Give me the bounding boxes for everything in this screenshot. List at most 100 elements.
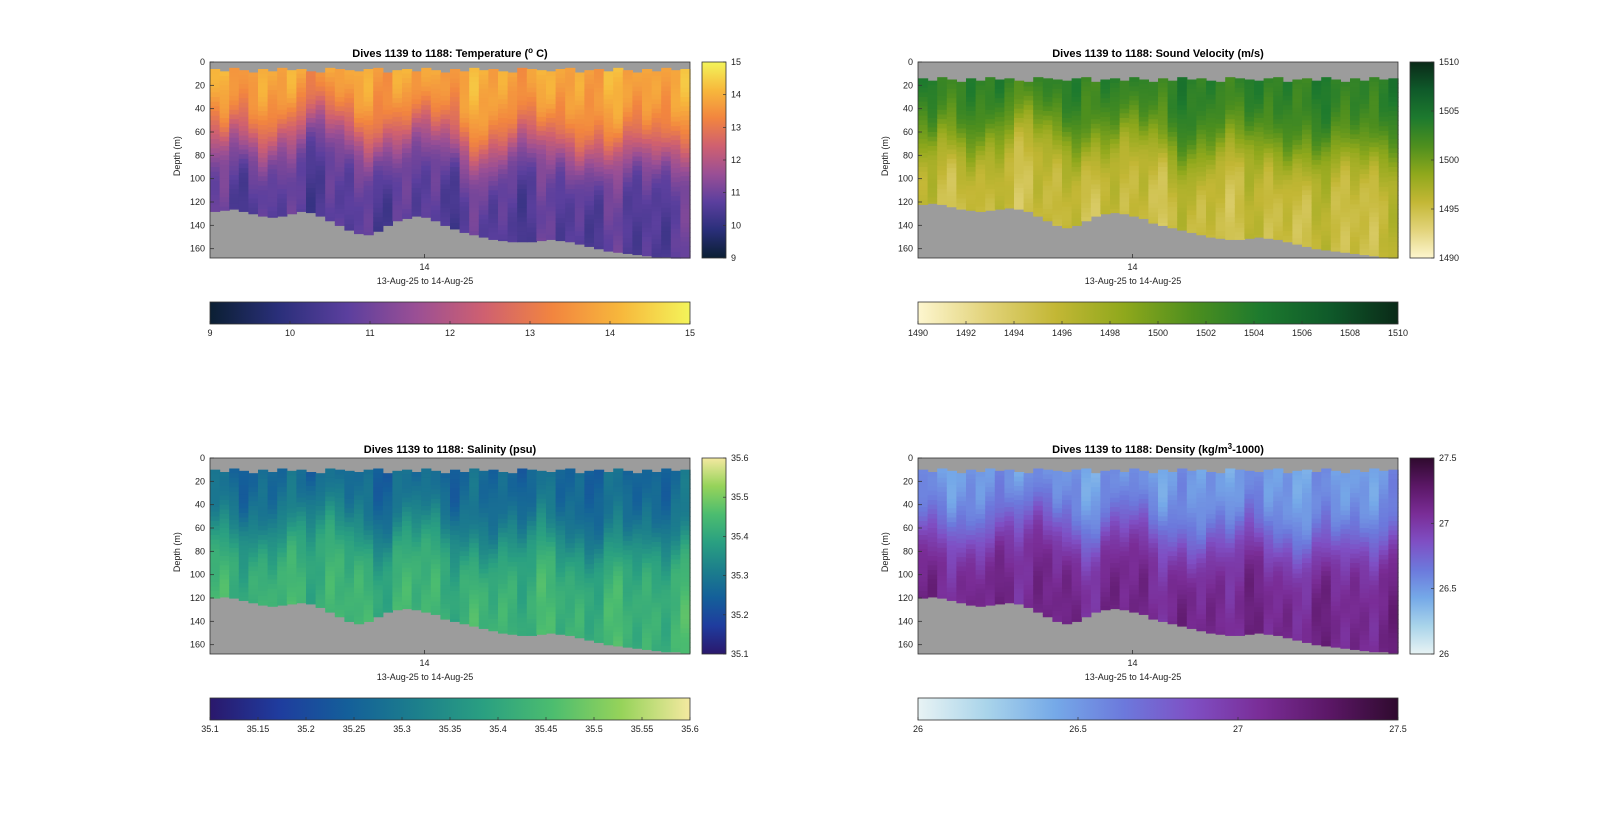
heatmap-cell: [1186, 121, 1197, 127]
heatmap-cell: [373, 161, 384, 167]
heatmap-cell: [603, 532, 614, 538]
heatmap-cell: [1042, 83, 1053, 89]
heatmap-cell: [450, 92, 461, 98]
heatmap-cell: [469, 482, 480, 488]
heatmap-cell: [267, 118, 278, 124]
heatmap-cell: [210, 92, 221, 98]
heatmap-cell: [277, 189, 288, 195]
bottom-colorbar: [209, 301, 691, 325]
heatmap-cell: [1225, 221, 1236, 228]
heatmap-cell: [603, 174, 614, 180]
heatmap-cell: [459, 500, 470, 506]
heatmap-cell: [344, 102, 355, 109]
heatmap-cell: [507, 91, 518, 97]
heatmap-cell: [421, 189, 432, 195]
heatmap-cell: [584, 624, 595, 631]
heatmap-cell: [603, 476, 614, 482]
heatmap-cell: [354, 206, 365, 212]
heatmap-cell: [642, 69, 653, 75]
heatmap-cell: [584, 508, 595, 514]
heatmap-cell: [985, 142, 996, 148]
heatmap-cell: [219, 164, 230, 170]
heatmap-cell: [450, 218, 461, 224]
heatmap-cell: [286, 168, 297, 174]
heatmap-cell: [229, 81, 240, 88]
heatmap-cell: [229, 119, 240, 125]
heatmap-cell: [613, 468, 624, 474]
heatmap-cell: [594, 190, 605, 196]
heatmap-cell: [651, 225, 662, 231]
heatmap-cell: [1206, 146, 1217, 152]
heatmap-cell: [1263, 204, 1274, 210]
heatmap-cell: [267, 76, 278, 82]
heatmap-cell: [574, 543, 585, 549]
heatmap-cell: [584, 74, 595, 81]
heatmap-cell: [1302, 232, 1313, 238]
heatmap-cell: [526, 181, 537, 187]
heatmap-cell: [1330, 228, 1341, 235]
heatmap-cell: [1023, 161, 1034, 167]
heatmap-cell: [440, 617, 451, 620]
heatmap-cell: [546, 486, 557, 492]
heatmap-cell: [1052, 200, 1063, 207]
heatmap-cell: [507, 226, 518, 232]
y-tick-label: 20: [903, 80, 913, 90]
heatmap-cell: [966, 199, 977, 205]
heatmap-cell: [918, 176, 929, 182]
heatmap-cell: [985, 161, 996, 167]
heatmap-cell: [258, 586, 269, 592]
heatmap-cell: [555, 572, 566, 578]
heatmap-cell: [1244, 172, 1255, 179]
heatmap-cell: [1042, 167, 1053, 173]
heatmap-cell: [344, 512, 355, 519]
heatmap-cell: [478, 503, 489, 509]
heatmap-cell: [219, 202, 230, 208]
heatmap-cell: [985, 137, 996, 144]
heatmap-cell: [325, 203, 336, 209]
heatmap-cell: [517, 105, 528, 111]
heatmap-cell: [1378, 233, 1389, 239]
heatmap-cell: [966, 106, 977, 112]
heatmap-cell: [680, 204, 691, 210]
heatmap-cell: [411, 122, 422, 128]
heatmap-cell: [574, 137, 585, 144]
heatmap-cell: [1071, 143, 1082, 149]
heatmap-cell: [1215, 179, 1226, 186]
heatmap-cell: [584, 470, 595, 477]
heatmap-cell: [1225, 123, 1236, 130]
heatmap-cell: [1225, 179, 1236, 186]
heatmap-cell: [927, 104, 938, 110]
heatmap-cell: [411, 588, 422, 594]
heatmap-cell: [517, 631, 528, 636]
heatmap-cell: [488, 474, 499, 480]
heatmap-cell: [382, 552, 393, 558]
heatmap-cell: [1206, 127, 1217, 133]
heatmap-cell: [526, 591, 537, 597]
heatmap-cell: [354, 486, 365, 492]
heatmap-cell: [517, 482, 528, 488]
heatmap-cell: [584, 629, 595, 635]
heatmap-cell: [966, 143, 977, 149]
heatmap-cell: [584, 545, 595, 551]
heatmap-cell: [622, 578, 633, 584]
heatmap-cell: [402, 83, 413, 89]
heatmap-cell: [642, 595, 653, 601]
heatmap-cell: [219, 579, 230, 585]
heatmap-cell: [517, 477, 528, 484]
heatmap-cell: [488, 479, 499, 485]
heatmap-cell: [661, 184, 672, 190]
heatmap-cell: [334, 83, 345, 89]
heatmap-cell: [584, 191, 595, 197]
heatmap-cell: [421, 198, 432, 204]
heatmap-cell: [1225, 207, 1236, 214]
heatmap-cell: [594, 139, 605, 145]
heatmap-cell: [421, 86, 432, 92]
heatmap-cell: [382, 515, 393, 521]
heatmap-cell: [603, 178, 614, 184]
heatmap-cell: [1167, 127, 1178, 133]
heatmap-cell: [1177, 105, 1188, 111]
heatmap-cell: [450, 167, 461, 173]
heatmap-cell: [498, 528, 509, 534]
heatmap-cell: [421, 515, 432, 521]
heatmap-cell: [1196, 176, 1207, 182]
